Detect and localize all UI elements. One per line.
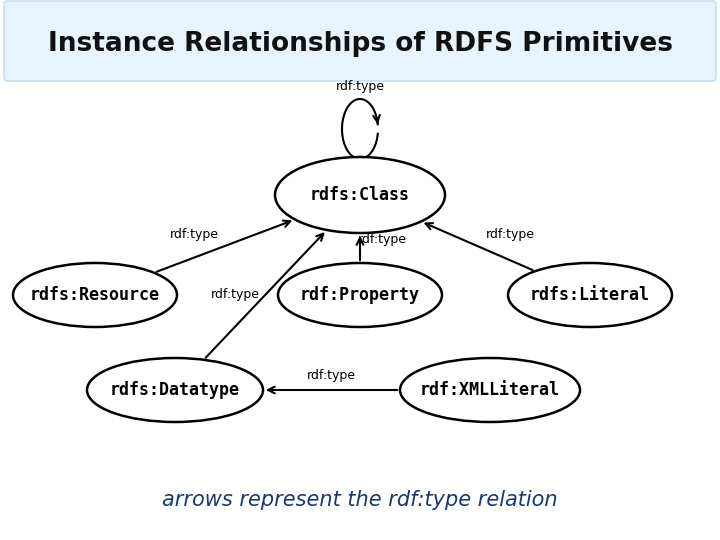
Ellipse shape <box>508 263 672 327</box>
Ellipse shape <box>400 358 580 422</box>
Ellipse shape <box>278 263 442 327</box>
Text: rdf:type: rdf:type <box>485 228 534 241</box>
Text: arrows represent the rdf:type relation: arrows represent the rdf:type relation <box>162 490 558 510</box>
Text: rdf:type: rdf:type <box>358 233 407 246</box>
Text: rdf:type: rdf:type <box>336 80 384 93</box>
Text: rdfs:Resource: rdfs:Resource <box>30 286 160 304</box>
Text: rdfs:Class: rdfs:Class <box>310 186 410 204</box>
Ellipse shape <box>87 358 263 422</box>
Text: Instance Relationships of RDFS Primitives: Instance Relationships of RDFS Primitive… <box>48 31 672 57</box>
Ellipse shape <box>13 263 177 327</box>
FancyBboxPatch shape <box>4 1 716 81</box>
Text: rdf:Property: rdf:Property <box>300 286 420 304</box>
Text: rdf:type: rdf:type <box>211 288 260 301</box>
Text: rdfs:Datatype: rdfs:Datatype <box>110 381 240 399</box>
Text: rdf:type: rdf:type <box>170 228 219 241</box>
Text: rdfs:Literal: rdfs:Literal <box>530 286 650 304</box>
Text: rdf:type: rdf:type <box>307 369 356 382</box>
Ellipse shape <box>275 157 445 233</box>
Text: rdf:XMLLiteral: rdf:XMLLiteral <box>420 381 560 399</box>
